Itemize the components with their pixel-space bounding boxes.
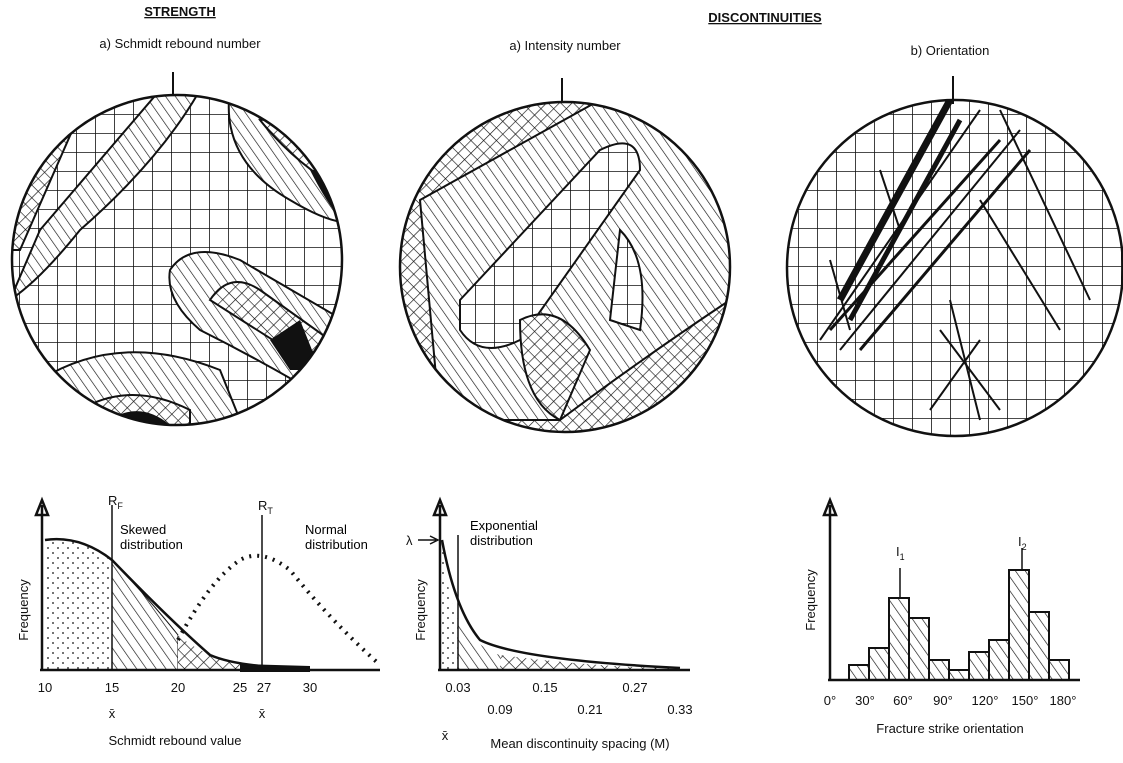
x-tick-label: 60°	[893, 693, 913, 708]
x-label: Mean discontinuity spacing (M)	[490, 736, 669, 751]
x-tick-label: 0.03	[445, 680, 470, 695]
marker: RT	[258, 498, 273, 516]
x-tick-label: 27	[257, 680, 271, 695]
annotation: λ	[406, 533, 413, 548]
annotation: Skewed distribution	[120, 522, 183, 552]
panel-title: b) Orientation	[911, 43, 990, 58]
x-tick-label: 0.33	[667, 702, 692, 717]
x-tick-label: 10	[38, 680, 52, 695]
y-label: Frequency	[803, 569, 818, 631]
plot-spacing: λ Frequency Exponential distribution 0.0…	[406, 496, 693, 751]
map-intensity	[400, 102, 730, 432]
map-orientation	[787, 100, 1123, 436]
x-tick-label: 20	[171, 680, 185, 695]
panel-title: a) Schmidt rebound number	[99, 36, 261, 51]
x-label: Fracture strike orientation	[876, 721, 1023, 736]
x-tick-label: 180°	[1050, 693, 1077, 708]
mean-mark: x̄	[259, 706, 266, 721]
peak-label: I2	[1018, 534, 1027, 552]
y-label: Frequency	[16, 579, 31, 641]
annotation: Normal distribution	[305, 522, 368, 552]
y-label: Frequency	[413, 579, 428, 641]
x-tick-label: 30	[303, 680, 317, 695]
panel-title: a) Intensity number	[509, 38, 621, 53]
x-tick-label: 15	[105, 680, 119, 695]
x-label: Schmidt rebound value	[109, 733, 242, 748]
x-tick-label: 0.15	[532, 680, 557, 695]
x-tick-label: 150°	[1012, 693, 1039, 708]
x-tick-label: 25	[233, 680, 247, 695]
plot-strength: Frequency RF RT Skewed distribution Norm…	[16, 493, 382, 748]
map-strength	[12, 95, 342, 425]
annotation: Exponential distribution	[470, 518, 538, 548]
x-tick-label: 120°	[972, 693, 999, 708]
header: DISCONTINUITIES	[708, 10, 822, 25]
x-tick-label: 0.21	[577, 702, 602, 717]
x-tick-label: 90°	[933, 693, 953, 708]
x-tick-label: 0.27	[622, 680, 647, 695]
x-tick-label: 0°	[824, 693, 836, 708]
mean-mark: x̄	[109, 706, 116, 721]
mean-mark: x̄	[442, 728, 449, 743]
header: STRENGTH	[144, 4, 216, 19]
peak-label: I1	[896, 544, 905, 562]
plot-orientation: I1 I2 Frequency 0° 30° 60° 90° 120° 150°…	[803, 496, 1080, 736]
marker: RF	[108, 493, 123, 511]
x-tick-label: 30°	[855, 693, 875, 708]
x-tick-label: 0.09	[487, 702, 512, 717]
